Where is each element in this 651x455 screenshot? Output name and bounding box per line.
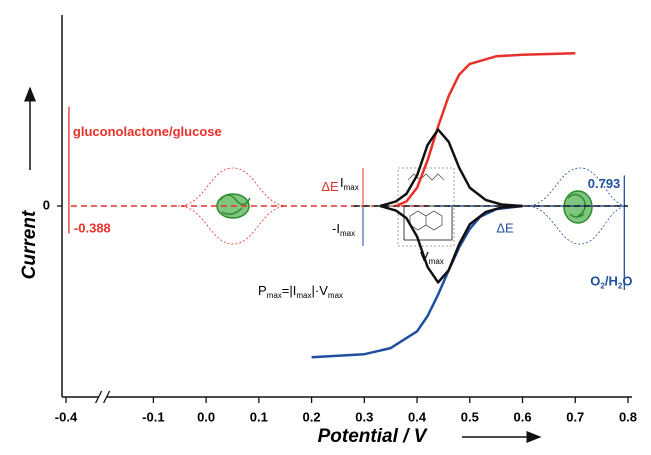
imax-label: Imax	[340, 175, 359, 192]
redox-couple-label: O2/H2O	[590, 274, 632, 291]
molecule-box	[397, 167, 455, 247]
curve	[379, 128, 523, 208]
axis-break-gap	[98, 394, 107, 400]
redox-couple-label: gluconolactone/glucose	[73, 124, 222, 139]
text-part: I	[340, 175, 344, 190]
x-tick-label: 0.0	[197, 409, 215, 424]
delta-e-label: ΔE	[321, 179, 339, 194]
subscript: max	[344, 183, 359, 192]
redox-potential-label: 0.793	[588, 176, 621, 191]
redox-potential-label: -0.388	[74, 220, 111, 235]
neg-imax-label: -Imax	[332, 221, 355, 238]
text-part: P	[258, 283, 267, 298]
enzyme-icon	[563, 190, 593, 224]
y-axis-label: Current	[19, 210, 40, 279]
subscript: max	[340, 229, 355, 238]
subscript: 2	[600, 282, 605, 291]
subscript: max	[328, 291, 343, 300]
x-tick-label: 0.3	[355, 409, 373, 424]
text-part: -I	[332, 221, 340, 236]
x-tick-label: 0.2	[303, 409, 321, 424]
delta-e-label: ΔE	[496, 220, 514, 235]
text-part: =|I	[282, 283, 297, 298]
x-tick-label: -0.4	[55, 409, 78, 424]
x-tick-label: 0.4	[408, 409, 427, 424]
axis-break	[95, 390, 103, 404]
subscript: 2	[618, 282, 623, 291]
curve	[395, 51, 576, 208]
axis-break	[103, 390, 111, 404]
x-axis-label: Potential / V	[318, 426, 428, 447]
text-part: O	[622, 274, 632, 289]
subscript: max	[267, 291, 282, 300]
curve	[379, 204, 523, 284]
text-part: O	[590, 274, 600, 289]
x-tick-label: 0.5	[461, 409, 479, 424]
subscript: max	[429, 257, 444, 266]
subscript: max	[296, 291, 311, 300]
x-tick-label: -0.1	[142, 409, 164, 424]
text-part: |·V	[312, 283, 329, 298]
x-tick-label: 0.6	[513, 409, 531, 424]
x-tick-label: 0.8	[619, 409, 637, 424]
text-part: /H	[605, 274, 618, 289]
pmax-formula: Pmax=|Imax|·Vmax	[258, 283, 343, 300]
x-tick-label: 0.7	[566, 409, 584, 424]
x-tick-label: 0.1	[250, 409, 268, 424]
y-tick-label: 0	[43, 197, 50, 212]
